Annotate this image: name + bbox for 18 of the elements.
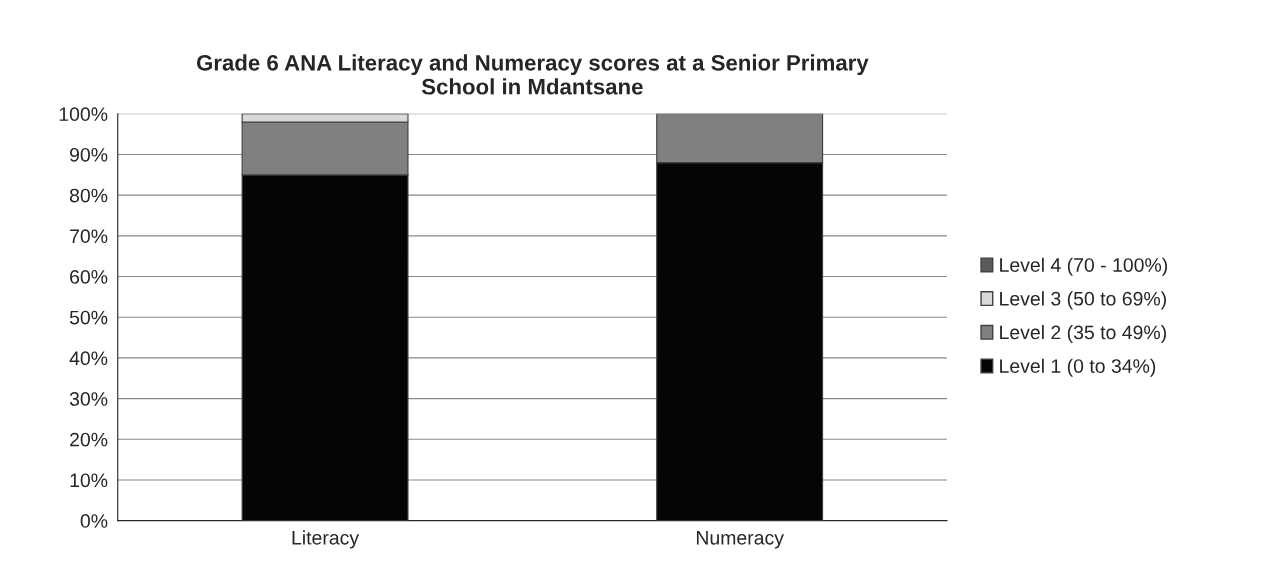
x-tick-label: Numeracy (696, 531, 784, 549)
legend-label: Level 4 (70 - 100%) (1000, 257, 1168, 276)
legend-label: Level 3 (50 to 69%) (1000, 291, 1166, 310)
y-tick-label: 80% (69, 188, 108, 203)
y-tick-label: 20% (70, 432, 108, 447)
legend-label: Level 1 (0 to 34%) (1000, 358, 1156, 377)
y-tick-label: 30% (69, 392, 108, 406)
y-tick-label: 100% (59, 107, 108, 122)
chart-title: Grade 6 ANA Literacy and Numeracy scores at a Senior Primary School in Mdantsane (196, 54, 869, 95)
x-tick-label: Literacy (292, 530, 360, 549)
y-tick-label: 50% (69, 310, 108, 325)
y-tick-label: 60% (70, 270, 108, 284)
y-tick-label: 40% (69, 351, 108, 366)
y-tick-label: 90% (70, 147, 108, 162)
y-tick-label: 70% (70, 229, 108, 244)
legend-label: Level 2 (35 to 49%) (1000, 325, 1166, 344)
y-tick-label: 10% (70, 473, 108, 488)
y-tick-label: 0% (80, 514, 108, 528)
